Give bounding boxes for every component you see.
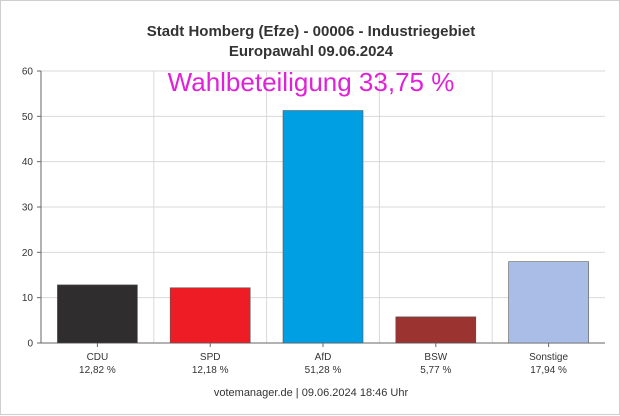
bar-sonstige bbox=[508, 261, 589, 344]
y-tick-label: 60 bbox=[22, 67, 34, 78]
y-tick-label: 10 bbox=[22, 293, 34, 304]
x-tick-label: AfD bbox=[315, 352, 332, 363]
bar-value-label: 51,28 % bbox=[305, 365, 342, 376]
y-tick-label: 30 bbox=[22, 203, 34, 214]
y-tick-label: 50 bbox=[22, 112, 34, 123]
turnout-annotation: Wahlbeteiligung 33,75 % bbox=[167, 67, 455, 97]
chart-subtitle: Europawahl 09.06.2024 bbox=[228, 43, 394, 60]
y-tick-label: 40 bbox=[22, 157, 34, 168]
bar-value-label: 12,82 % bbox=[79, 365, 116, 376]
x-tick-label: BSW bbox=[424, 352, 447, 363]
bar-cdu bbox=[57, 284, 138, 344]
bar-value-label: 17,94 % bbox=[530, 365, 567, 376]
bar-afd bbox=[282, 110, 364, 344]
bar-spd bbox=[169, 287, 251, 344]
bar-bsw bbox=[395, 316, 477, 344]
y-tick-label: 0 bbox=[27, 339, 33, 350]
x-tick-label: SPD bbox=[200, 352, 221, 363]
chart-footer: votemanager.de | 09.06.2024 18:46 Uhr bbox=[213, 387, 409, 399]
bar-value-label: 12,18 % bbox=[192, 365, 229, 376]
y-tick-label: 20 bbox=[22, 248, 34, 259]
chart-title: Stadt Homberg (Efze) - 00006 - Industrie… bbox=[146, 23, 476, 40]
x-tick-label: CDU bbox=[87, 352, 109, 363]
x-tick-label: Sonstige bbox=[529, 352, 568, 363]
bar-value-label: 5,77 % bbox=[420, 365, 451, 376]
